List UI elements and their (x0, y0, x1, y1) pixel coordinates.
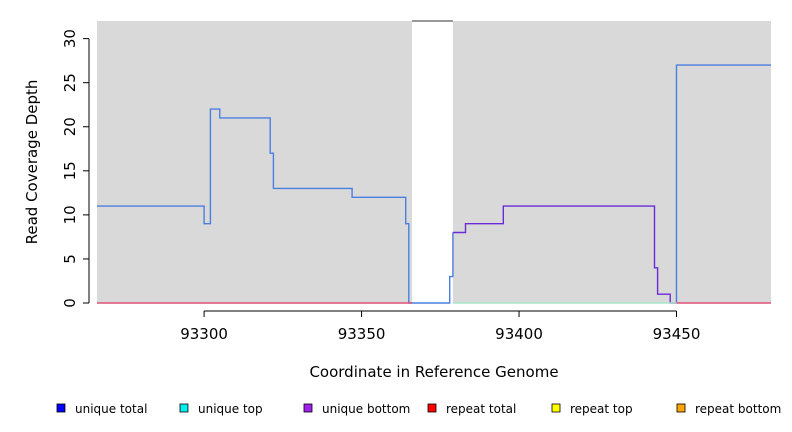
x-tick-label: 93400 (495, 325, 543, 343)
legend-item: repeat total (427, 402, 516, 416)
legend-item: unique bottom (303, 402, 410, 416)
legend-label: unique bottom (322, 402, 410, 416)
x-tick-label: 93450 (653, 325, 701, 343)
legend-item: unique total (56, 402, 147, 416)
legend-swatch (56, 403, 66, 413)
x-axis: 93300 93350 93400 93450 (180, 310, 701, 343)
x-tick-label: 93300 (180, 325, 228, 343)
y-tick-label: 25 (61, 73, 79, 92)
legend: unique total unique top unique bottom repea… (56, 402, 781, 416)
legend-label: unique top (198, 402, 263, 416)
y-tick-label: 30 (61, 29, 79, 48)
y-tick-label: 20 (61, 117, 79, 136)
y-tick-label: 0 (61, 298, 79, 308)
series-line-unique-total (97, 108, 454, 304)
y-axis: 0 5 10 15 20 25 30 (61, 29, 90, 308)
y-tick-label: 5 (61, 254, 79, 264)
series-line-unique-total (675, 64, 771, 303)
legend-swatch (303, 403, 313, 413)
legend-item: repeat top (551, 402, 633, 416)
series-line-unique-bottom (452, 205, 677, 304)
legend-swatch (676, 403, 686, 413)
shaded-region (97, 21, 412, 303)
legend-item: unique top (179, 402, 263, 416)
y-tick-label: 15 (61, 161, 79, 180)
y-tick-label: 10 (61, 205, 79, 224)
legend-label: unique total (75, 402, 147, 416)
legend-label: repeat top (570, 402, 633, 416)
legend-swatch (179, 403, 189, 413)
legend-swatch (551, 403, 561, 413)
legend-label: repeat total (446, 402, 516, 416)
legend-swatch (427, 403, 437, 413)
legend-label: repeat bottom (695, 402, 781, 416)
series-layer (97, 64, 771, 304)
x-tick-label: 93350 (338, 325, 386, 343)
legend-item: repeat bottom (676, 402, 781, 416)
x-axis-title: Coordinate in Reference Genome (309, 363, 558, 381)
y-axis-title: Read Coverage Depth (23, 80, 41, 245)
shaded-region (452, 21, 771, 303)
plot-background (97, 20, 771, 303)
